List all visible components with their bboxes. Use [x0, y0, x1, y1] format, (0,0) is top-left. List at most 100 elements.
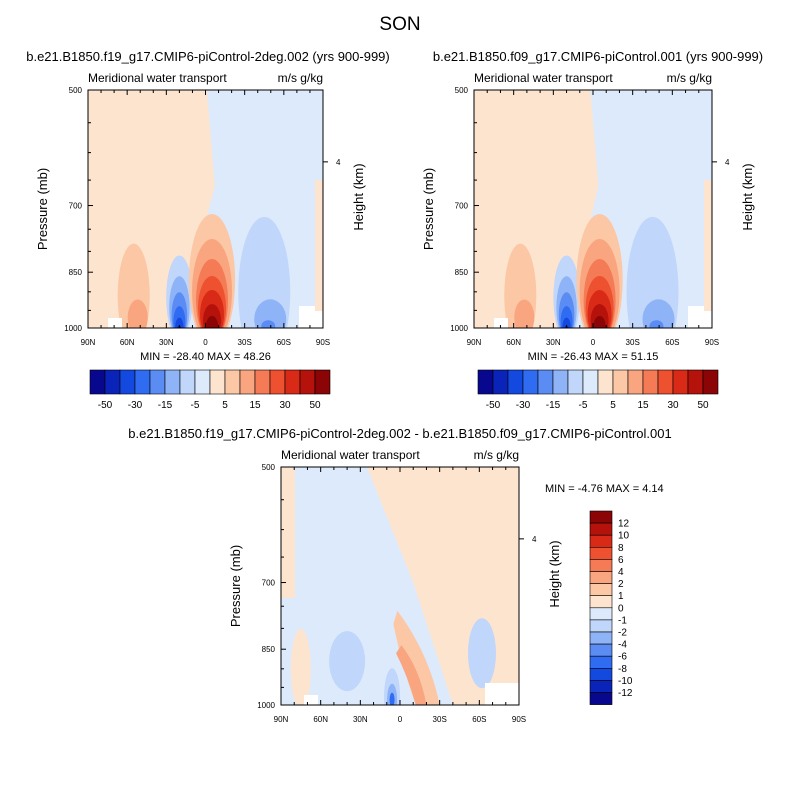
variable-label: Meridional water transport [281, 448, 420, 462]
y-tick-label: 1000 [450, 324, 468, 333]
y-tick-label: 700 [262, 579, 276, 588]
colorbar-label: 30 [279, 400, 291, 411]
x-tick-label: 30S [433, 715, 447, 724]
colorbar-box [104, 369, 121, 395]
field-positive-core-level-6 [593, 316, 606, 328]
x-tick-label: 90N [81, 338, 96, 347]
field-positive-band [393, 610, 440, 705]
colorbar-label: 6 [618, 555, 624, 566]
min-max-stats: MIN = -4.76 MAX = 4.14 [545, 483, 664, 495]
page-title: SON [379, 14, 421, 35]
colorbar-box [702, 369, 719, 395]
colorbar-label: 1 [618, 591, 624, 602]
field-negative-core-level-4 [562, 317, 571, 328]
field-negative-lobe-south-core [254, 299, 287, 328]
colorbar-box [224, 369, 241, 395]
colorbar-box [284, 369, 301, 395]
colorbar-box [254, 369, 271, 395]
x-tick-label: 90S [512, 715, 526, 724]
colorbar-box [589, 643, 613, 657]
colorbar-label: -4 [618, 640, 627, 651]
field-layer [281, 467, 519, 705]
y-tick-label: 1000 [64, 324, 82, 333]
field-negative-patch [467, 618, 496, 689]
colorbar-box [89, 369, 106, 395]
colorbar-box [567, 369, 584, 395]
units-label: m/s g/kg [667, 71, 712, 85]
colorbar-label: -12 [618, 688, 633, 699]
field-negative-core [389, 692, 395, 705]
colorbar-label: -1 [618, 615, 627, 626]
colorbar-label: 12 [618, 519, 630, 530]
colorbar-box [537, 369, 554, 395]
x-tick-label: 30N [353, 715, 368, 724]
colorbar-box [164, 369, 181, 395]
field-negative-lobe-south-core [642, 299, 675, 328]
colorbar-box [627, 369, 644, 395]
y-tick-label: 500 [455, 86, 469, 95]
panel-3-plot: 90N 60N 30N 0 30S 60S 90S 500 700 850 1000 4 Pressur… [228, 448, 664, 724]
variable-label: Meridional water transport [474, 71, 613, 85]
x-tick-label: 30S [238, 338, 252, 347]
colorbar-box [299, 369, 316, 395]
colorbar-box [597, 369, 614, 395]
colorbar-box [589, 571, 613, 584]
field-negative-lobe-south-center [649, 320, 664, 328]
colorbar-box [522, 369, 539, 395]
field-edge-positive [704, 180, 712, 311]
colorbar-box [589, 655, 613, 669]
missing-data-patch [688, 306, 712, 328]
panel-2-plot: 90N 60N 30N 0 30S 60S 90S 500 700 850 1000 4 Pressur… [421, 71, 755, 363]
colorbar-box [589, 619, 613, 633]
x-tick-label: 30S [626, 338, 640, 347]
missing-data-patch [108, 318, 122, 328]
colorbar-box [657, 369, 674, 395]
field-negative-lobe-south [238, 216, 291, 328]
field-positive-lobe-north-core [514, 299, 535, 328]
colorbar-label: 0 [618, 603, 624, 614]
colorbar-box [239, 369, 256, 395]
y-tick-label: 850 [69, 268, 83, 277]
panel-2-title: b.e21.B1850.f09_g17.CMIP6-piControl.001 … [432, 49, 764, 64]
field-positive-band-core [396, 645, 427, 705]
field-positive-core-level-6 [206, 316, 219, 328]
colorbar-box [209, 369, 226, 395]
field-positive-patch [290, 628, 311, 705]
colorbar-label: -10 [618, 676, 633, 687]
y2-tick-label: 4 [725, 158, 730, 167]
colorbar-box [269, 369, 286, 395]
colorbar-box [194, 369, 211, 395]
colorbar-box [589, 692, 613, 705]
field-negative-patch [329, 631, 366, 692]
x-tick-label: 60S [472, 715, 486, 724]
min-max-stats: MIN = -26.43 MAX = 51.15 [528, 351, 659, 363]
y2-tick-label: 4 [336, 158, 341, 167]
colorbar-box [589, 559, 613, 572]
colorbar-label: -2 [618, 628, 627, 639]
x-tick-label: 30N [546, 338, 561, 347]
colorbar-label: 30 [667, 400, 679, 411]
colorbar-label: 2 [618, 579, 624, 590]
colorbar-box [589, 546, 613, 560]
y-axis-label: Pressure (mb) [35, 168, 50, 250]
colorbar-label: 15 [637, 400, 649, 411]
panel-1-colorbar: -50 -30 -15 -5 5 15 30 50 [89, 369, 331, 411]
colorbar-box [492, 369, 509, 395]
colorbar-box [589, 631, 613, 645]
x-tick-label: 60N [120, 338, 135, 347]
colorbar-label: 50 [697, 400, 709, 411]
y-tick-label: 850 [455, 268, 469, 277]
missing-data-patch [485, 683, 519, 705]
colorbar-box [589, 522, 613, 536]
colorbar-label: -30 [128, 400, 143, 411]
colorbar-label: -5 [191, 400, 200, 411]
colorbar-box [589, 595, 613, 609]
field-positive-lobe-north-core [127, 299, 148, 328]
y-axis-label: Pressure (mb) [228, 545, 243, 627]
colorbar-box [672, 369, 689, 395]
colorbar-label: -30 [516, 400, 531, 411]
y2-tick-label: 4 [532, 535, 537, 544]
x-tick-label: 60S [277, 338, 291, 347]
x-tick-label: 60S [665, 338, 679, 347]
